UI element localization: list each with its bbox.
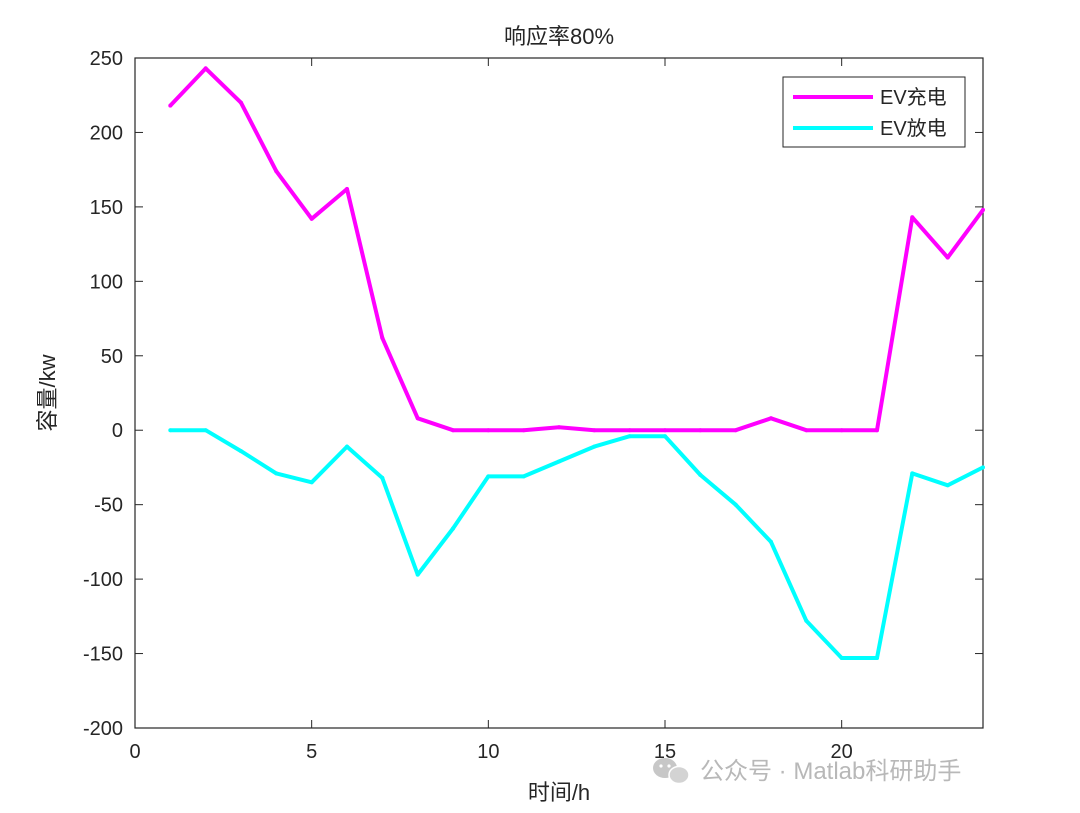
data-point	[804, 618, 809, 623]
data-point	[345, 187, 349, 191]
data-point	[663, 428, 667, 433]
x-tick-label: 20	[831, 741, 853, 763]
data-point	[592, 444, 597, 449]
data-point	[910, 471, 915, 476]
data-point	[168, 428, 173, 433]
series-line-ev-charge	[168, 66, 985, 433]
data-point	[309, 216, 314, 221]
data-point	[839, 656, 844, 660]
data-point	[203, 428, 208, 433]
series-line-ev-discharge	[170, 428, 984, 660]
y-axis-label: 容量/kw	[35, 354, 60, 431]
data-point	[839, 428, 844, 433]
x-tick-label: 10	[477, 741, 499, 763]
data-point	[875, 428, 879, 433]
legend-label-charge: EV充电	[880, 86, 947, 109]
data-point	[274, 471, 279, 476]
data-point	[451, 526, 455, 531]
legend-label-discharge: EV放电	[880, 117, 947, 140]
data-point	[592, 428, 597, 433]
y-tick-label: 100	[90, 271, 123, 293]
y-tick-label: 250	[90, 48, 123, 70]
data-point	[380, 475, 385, 480]
data-point	[945, 255, 950, 260]
y-tick-label: 50	[101, 346, 123, 368]
data-point	[557, 425, 561, 430]
series-layer	[168, 66, 985, 660]
y-tick-label: 200	[90, 122, 123, 144]
legend: EV充电 EV放电	[782, 76, 966, 148]
data-point	[804, 428, 809, 433]
y-tick-label: -100	[83, 569, 123, 591]
data-point	[698, 472, 703, 477]
data-point	[875, 656, 879, 660]
data-point	[239, 100, 243, 105]
data-point	[981, 207, 985, 212]
data-point	[945, 483, 950, 488]
data-point	[415, 572, 420, 577]
data-point	[380, 335, 385, 340]
data-point	[769, 539, 773, 544]
x-axis-label: 时间/h	[528, 780, 590, 805]
y-tick-label: -200	[83, 718, 123, 740]
data-point	[910, 215, 915, 220]
y-tick-label: 150	[90, 197, 123, 219]
x-tick-label: 0	[129, 741, 140, 763]
chart-title: 响应率80%	[504, 24, 614, 49]
legend-box	[782, 76, 966, 148]
x-tick-label: 5	[306, 741, 317, 763]
x-tick-label: 15	[654, 741, 676, 763]
axes-box	[134, 57, 984, 729]
data-point	[733, 428, 738, 433]
data-point	[521, 474, 526, 479]
data-point	[168, 103, 173, 108]
x-axis: 0 5 10 15 20	[129, 58, 853, 763]
y-tick-label: 0	[112, 420, 123, 442]
watermark: 公众号 · Matlab科研助手	[653, 758, 961, 785]
data-point	[663, 434, 667, 439]
data-point	[769, 416, 773, 421]
plot-area	[134, 57, 984, 729]
y-axis: -200 -150 -100 -50 0 50 100 150 200 250	[83, 48, 983, 740]
data-point	[733, 502, 738, 507]
y-tick-label: -50	[94, 495, 123, 517]
data-point	[981, 465, 985, 470]
data-point	[698, 428, 703, 433]
data-point	[486, 428, 491, 433]
wechat-icon	[653, 758, 690, 785]
data-point	[309, 480, 314, 485]
data-point	[557, 459, 561, 464]
data-point	[345, 444, 349, 449]
y-tick-label: -150	[83, 644, 123, 666]
data-point	[521, 428, 526, 433]
data-point	[627, 434, 632, 439]
data-point	[627, 428, 632, 433]
data-point	[239, 449, 243, 454]
data-point	[274, 169, 279, 174]
data-point	[415, 416, 420, 421]
data-point	[203, 66, 208, 71]
data-point	[486, 474, 491, 479]
watermark-text: 公众号 · Matlab科研助手	[700, 758, 961, 785]
data-point	[451, 428, 455, 433]
